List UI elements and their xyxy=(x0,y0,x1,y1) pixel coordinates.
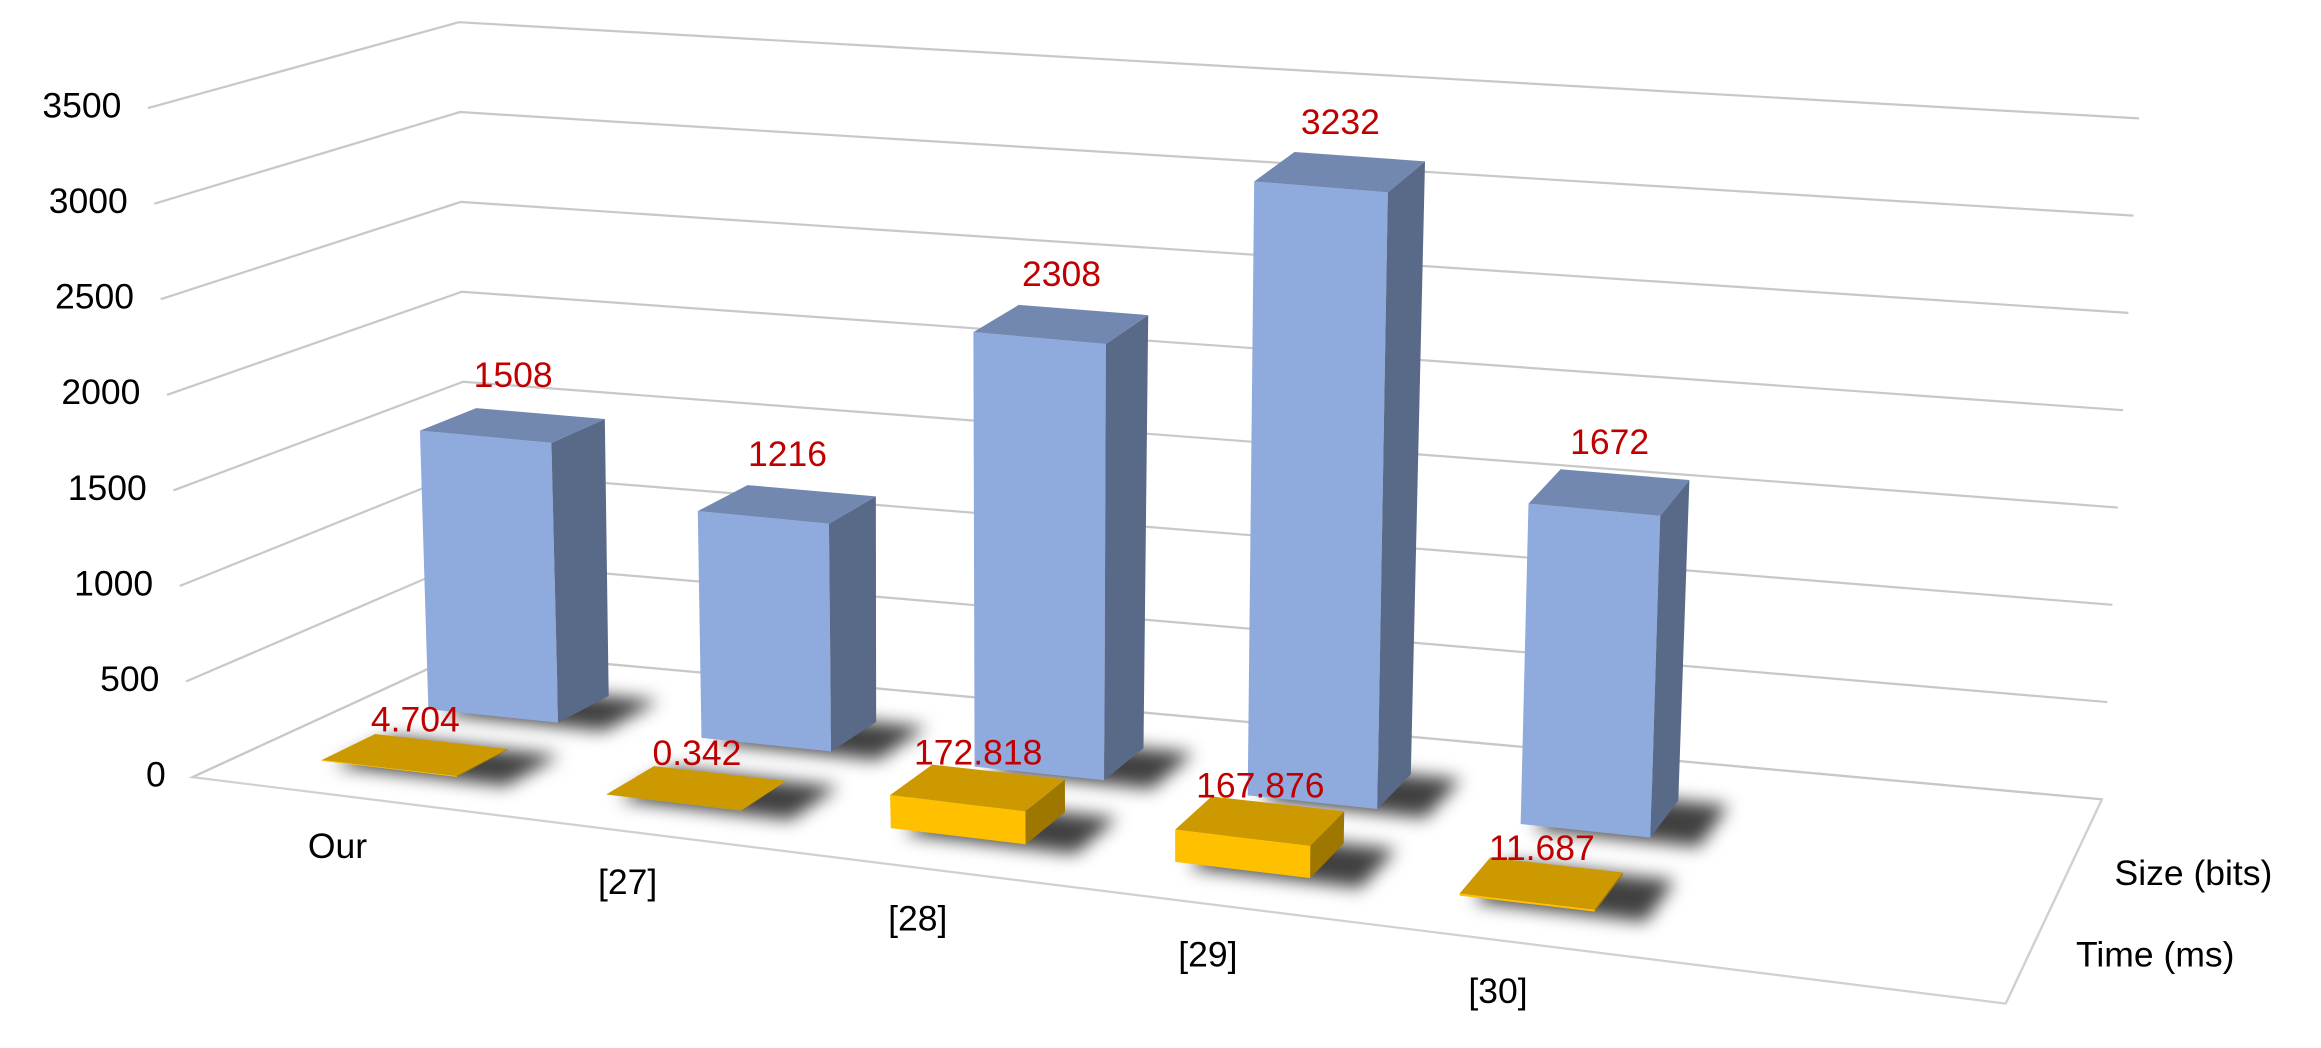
value-label: 2308 xyxy=(1022,254,1101,294)
bar xyxy=(1247,152,1426,809)
value-label: 1216 xyxy=(748,434,827,474)
value-label: 3232 xyxy=(1301,102,1380,142)
bar-front xyxy=(1247,181,1388,809)
series-label: Size (bits) xyxy=(2115,853,2273,893)
bar-front xyxy=(890,795,1026,845)
value-label: 167.876 xyxy=(1196,766,1324,806)
grid-line xyxy=(147,21,2139,120)
value-label: 11.687 xyxy=(1489,828,1595,868)
bar-side xyxy=(1310,811,1345,879)
bar-top xyxy=(1175,796,1345,846)
bar-front xyxy=(606,794,742,811)
x-tick-label: Our xyxy=(308,826,367,866)
x-tick-label: [27] xyxy=(598,862,657,902)
bar xyxy=(321,734,508,777)
bar-side xyxy=(741,780,787,811)
y-tick-label: 1500 xyxy=(68,468,147,508)
bar-side xyxy=(1104,315,1149,781)
y-tick-label: 2500 xyxy=(55,277,134,317)
series-label: Time (ms) xyxy=(2076,935,2234,975)
bar-top xyxy=(1459,857,1623,910)
value-label: 1508 xyxy=(474,355,553,395)
bar-top xyxy=(419,408,605,443)
value-label: 1672 xyxy=(1570,422,1649,462)
y-tick-label: 1000 xyxy=(74,563,153,603)
y-tick-label: 500 xyxy=(100,659,159,699)
bar xyxy=(1459,857,1623,912)
bar-top xyxy=(321,734,508,776)
bar-front xyxy=(321,759,457,777)
value-label: 4.704 xyxy=(371,700,460,740)
bar xyxy=(606,766,787,811)
y-tick-label: 3500 xyxy=(42,85,121,125)
bar-front xyxy=(697,511,832,752)
bar-front xyxy=(1175,829,1311,879)
bar-top xyxy=(973,304,1149,345)
value-label: 0.342 xyxy=(653,733,742,773)
x-tick-label: [30] xyxy=(1468,971,1527,1011)
bar-front xyxy=(973,332,1106,781)
bar-side xyxy=(1650,480,1690,838)
grid-line xyxy=(172,380,2118,509)
grid-line xyxy=(166,290,2124,412)
bar xyxy=(1520,469,1690,838)
x-tick-label: [29] xyxy=(1178,935,1237,975)
bar xyxy=(419,408,609,723)
bar xyxy=(1175,796,1345,879)
bar-side xyxy=(828,496,877,752)
bar-front xyxy=(1459,893,1595,912)
bar-side xyxy=(1025,779,1066,845)
bar-top xyxy=(697,485,876,524)
y-tick-label: 2000 xyxy=(61,372,140,412)
bar-front xyxy=(419,430,559,723)
y-tick-label: 0 xyxy=(146,755,166,795)
bar-side xyxy=(456,748,508,777)
bar xyxy=(697,485,877,752)
x-tick-label: [28] xyxy=(888,898,947,938)
bar-side xyxy=(1377,161,1426,809)
value-label: 172.818 xyxy=(914,732,1042,772)
bar xyxy=(973,304,1149,781)
bar-side xyxy=(1594,872,1623,912)
bar-top xyxy=(1528,469,1690,516)
bar-side xyxy=(551,419,609,723)
grid-line xyxy=(154,110,2134,217)
bar-front xyxy=(1520,503,1661,838)
bar-top xyxy=(890,764,1065,812)
bar xyxy=(890,764,1066,845)
bar-top xyxy=(1254,152,1426,193)
y-tick-label: 3000 xyxy=(49,181,128,221)
bar-top xyxy=(606,766,787,811)
depth-axis xyxy=(2004,798,2103,1005)
grid-line xyxy=(160,200,2129,315)
